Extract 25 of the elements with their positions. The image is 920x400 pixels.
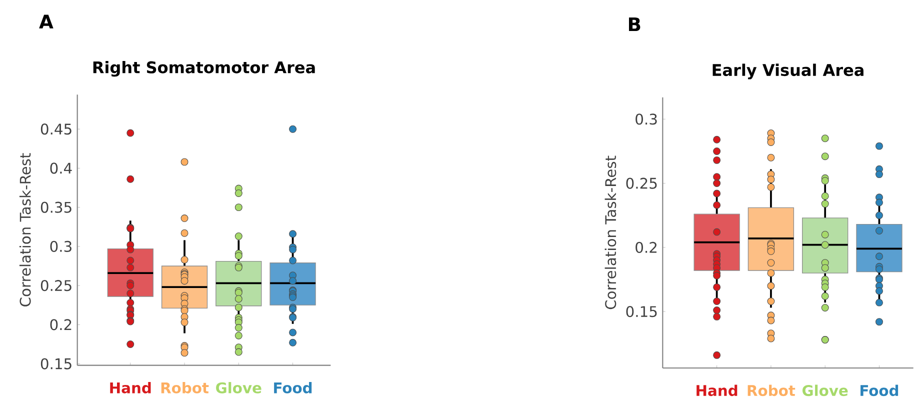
x-tick-label: Hand (696, 384, 738, 396)
y-tick-label: 0.15 (40, 358, 72, 370)
x-tick-label: Food (860, 384, 898, 396)
chart-title: Early Visual Area (712, 64, 864, 80)
y-tick-label: 0.25 (626, 178, 657, 189)
x-tick-label: Hand (110, 382, 151, 394)
y-tick-label: 0.3 (50, 240, 72, 252)
text: A (39, 14, 54, 28)
text: B (628, 17, 640, 32)
y-axis-title: Correlation Task-Rest (19, 153, 31, 306)
x-tick-label: Glove (216, 382, 262, 394)
x-tick-label: Robot (748, 384, 796, 396)
y-tick-label: 0.2 (50, 319, 72, 330)
chart-title: Right Somatomotor Area (93, 61, 315, 77)
x-tick-label: Food (274, 382, 312, 394)
y-tick-label: 0.2 (636, 242, 656, 253)
y-tick-label: 0.15 (626, 306, 657, 318)
x-tick-label: Glove (802, 384, 848, 396)
y-tick-label: 0.25 (40, 280, 72, 292)
y-tick-label: 0.35 (40, 202, 72, 213)
x-tick-label: Robot (161, 382, 209, 394)
y-tick-label: 0.3 (636, 114, 657, 125)
y-axis-title: Correlation Task-Rest (604, 156, 616, 310)
y-tick-label: 0.45 (40, 124, 72, 135)
y-tick-label: 0.4 (50, 162, 72, 174)
